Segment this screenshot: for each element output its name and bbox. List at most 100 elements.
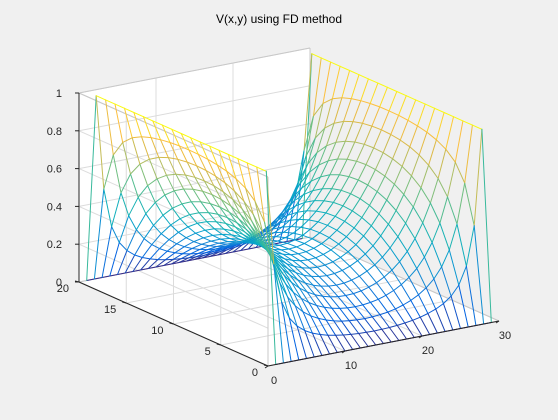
mesh-row-line xyxy=(437,148,447,179)
mesh-column-line xyxy=(341,320,352,335)
mesh-row-line xyxy=(133,112,143,138)
mesh-row-line xyxy=(308,152,318,173)
mesh-row-line xyxy=(389,236,399,249)
mesh-column-line xyxy=(240,236,251,241)
mesh-row-line xyxy=(310,164,320,182)
mesh-column-line xyxy=(95,95,107,101)
mesh-column-line xyxy=(305,251,317,259)
mesh-column-line xyxy=(422,222,433,243)
mesh-row-line xyxy=(352,290,362,295)
mesh-column-line xyxy=(332,261,343,271)
mesh-row-line xyxy=(217,213,227,224)
mesh-column-line xyxy=(207,246,218,251)
mesh-row-line xyxy=(322,249,332,255)
mesh-row-line xyxy=(176,243,185,248)
mesh-column-line xyxy=(148,156,160,160)
mesh-column-line xyxy=(333,120,345,124)
mesh-column-line xyxy=(282,253,293,261)
mesh-column-line xyxy=(300,226,311,230)
mesh-row-line xyxy=(109,274,118,277)
mesh-row-line xyxy=(235,178,245,202)
mesh-column-line xyxy=(237,158,248,164)
mesh-column-line xyxy=(236,222,247,230)
mesh-row-line xyxy=(219,206,228,219)
mesh-row-line xyxy=(358,331,367,334)
mesh-row-line xyxy=(281,219,291,228)
mesh-column-line xyxy=(218,149,229,155)
y-tick-label: 10 xyxy=(151,325,163,337)
mesh-column-line xyxy=(290,226,302,228)
mesh-column-line xyxy=(302,234,313,240)
mesh-column-line xyxy=(325,319,337,336)
mesh-row-line xyxy=(399,119,409,141)
mesh-column-line xyxy=(294,305,306,332)
mesh-column-line xyxy=(101,226,113,278)
mesh-column-line xyxy=(358,275,370,288)
mesh-column-line xyxy=(283,274,294,293)
mesh-row-line xyxy=(283,274,293,284)
mesh-column-line xyxy=(202,190,213,196)
mesh-column-line xyxy=(314,294,325,308)
mesh-row-line xyxy=(333,97,343,124)
mesh-column-line xyxy=(407,119,418,127)
mesh-row-line xyxy=(454,120,464,163)
mesh-row-line xyxy=(191,248,201,250)
mesh-row-line xyxy=(272,222,281,230)
mesh-column-line xyxy=(348,176,359,181)
mesh-column-line xyxy=(147,259,159,269)
mesh-column-line xyxy=(309,228,321,234)
mesh-column-line xyxy=(393,290,404,306)
mesh-row-line xyxy=(379,311,389,316)
mesh-column-line xyxy=(360,100,371,104)
mesh-row-line xyxy=(419,313,429,318)
mesh-row-line xyxy=(331,174,340,190)
mesh-row-line xyxy=(334,269,343,274)
mesh-row-line xyxy=(143,238,153,246)
x-axis-line xyxy=(267,320,500,367)
mesh-column-line xyxy=(391,269,402,286)
mesh-column-line xyxy=(112,141,124,156)
mesh-row-line xyxy=(316,127,326,154)
mesh-row-line xyxy=(280,248,290,251)
mesh-column-line xyxy=(293,292,304,313)
mesh-column-line xyxy=(302,311,313,334)
mesh-row-line xyxy=(158,156,167,176)
mesh-row-line xyxy=(331,65,341,100)
mesh-row-line xyxy=(167,157,177,175)
mesh-column-line xyxy=(167,157,179,160)
mesh-row-line xyxy=(309,221,319,230)
mesh-row-line xyxy=(220,199,230,213)
mesh-row-line xyxy=(150,137,160,158)
mesh-column-line xyxy=(325,212,336,217)
y-tick-mark xyxy=(169,322,174,325)
mesh-row-line xyxy=(355,235,365,246)
mesh-row-line xyxy=(315,200,325,212)
mesh-column-line xyxy=(320,174,331,178)
mesh-column-line xyxy=(340,189,352,195)
mesh-column-line xyxy=(357,260,368,272)
mesh-row-line xyxy=(195,232,204,239)
mesh-column-line xyxy=(306,291,318,306)
mesh-column-line xyxy=(418,294,429,314)
mesh-column-line xyxy=(227,154,239,160)
mesh-column-line xyxy=(210,238,221,242)
mesh-row-line xyxy=(394,304,404,310)
mesh-column-line xyxy=(231,234,242,238)
mesh-column-line xyxy=(320,285,331,298)
mesh-column-line xyxy=(322,253,334,263)
mesh-column-line xyxy=(464,182,475,227)
mesh-column-line xyxy=(335,284,347,296)
mesh-row-line xyxy=(450,284,460,297)
mesh-row-line xyxy=(374,152,384,171)
mesh-row-line xyxy=(307,257,317,261)
mesh-row-line xyxy=(309,266,318,269)
mesh-row-line xyxy=(300,297,310,304)
mesh-column-line xyxy=(369,204,380,215)
mesh-row-line xyxy=(193,241,202,245)
mesh-row-line xyxy=(188,149,198,167)
mesh-column-line xyxy=(354,306,366,320)
grid-line-y xyxy=(126,257,358,304)
mesh-row-line xyxy=(345,293,354,296)
mesh-column-line xyxy=(310,275,322,287)
mesh-row-line xyxy=(327,215,336,226)
